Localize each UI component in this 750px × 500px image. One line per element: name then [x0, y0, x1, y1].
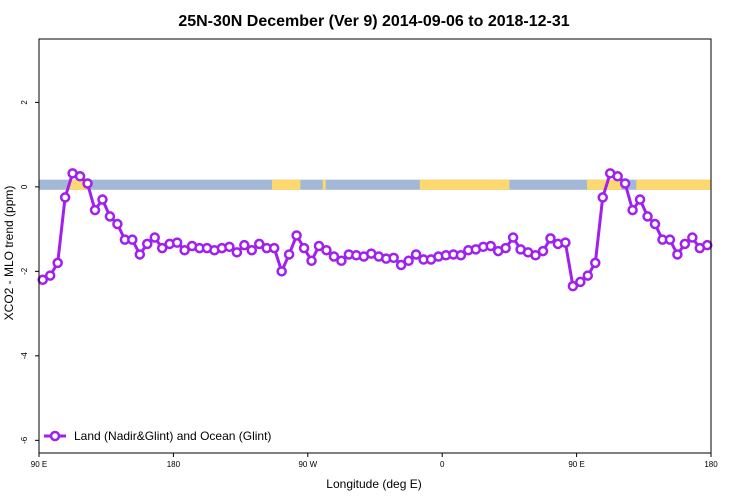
- land-segment: [636, 179, 711, 190]
- data-point: [582, 270, 594, 281]
- data-point: [403, 255, 414, 267]
- x-tick-label: 90 W: [298, 460, 317, 469]
- data-point: [254, 238, 265, 250]
- data-point: [395, 259, 407, 271]
- data-point: [410, 249, 422, 260]
- data-point: [276, 266, 287, 277]
- data-point: [127, 234, 138, 245]
- x-tick-labels: 90 E 180 90 W 0 90 E 180: [31, 460, 718, 469]
- data-point: [246, 244, 258, 256]
- data-point: [575, 276, 586, 288]
- y-tick-labels: 2 0 -2 -4 -6: [20, 100, 29, 444]
- y-axis-label: XCO2 - MLO trend (ppm): [2, 186, 16, 321]
- data-point: [59, 192, 71, 203]
- data-point: [156, 242, 168, 254]
- data-point: [612, 171, 623, 182]
- data-point: [231, 247, 243, 258]
- x-tick-label: 90 E: [568, 460, 584, 469]
- x-tick-label: 90 E: [31, 460, 47, 469]
- data-point: [82, 178, 93, 189]
- data-point: [171, 237, 183, 248]
- y-tick-label: 0: [20, 184, 29, 189]
- data-point: [291, 230, 302, 241]
- data-point: [97, 194, 108, 205]
- y-tick-label: -4: [20, 352, 29, 360]
- data-point: [44, 270, 56, 281]
- data-point: [642, 211, 653, 222]
- data-point: [328, 251, 340, 262]
- data-point: [672, 249, 683, 260]
- data-point: [664, 234, 676, 245]
- data-point: [500, 242, 511, 254]
- legend-marker: [49, 430, 61, 442]
- data-point: [560, 237, 571, 248]
- data-point: [134, 249, 146, 260]
- data-point: [590, 257, 601, 269]
- data-point: [313, 240, 325, 252]
- data-point: [597, 192, 608, 203]
- data-point: [321, 244, 332, 256]
- legend: Land (Nadir&Glint) and Ocean (Glint): [44, 429, 271, 443]
- data-point: [679, 238, 691, 250]
- data-point: [112, 218, 123, 230]
- data-point: [388, 252, 399, 264]
- data-point: [52, 257, 63, 269]
- data-point: [179, 244, 190, 256]
- land-segment: [68, 179, 87, 190]
- data-point: [687, 232, 698, 243]
- data-point: [619, 178, 631, 189]
- x-tick-label: 180: [704, 460, 718, 469]
- x-axis-label: Longitude (deg E): [326, 477, 421, 491]
- y-tick-label: -2: [20, 267, 29, 275]
- data-point: [537, 245, 549, 257]
- axis-ticks: [35, 101, 712, 457]
- data-point: [74, 171, 86, 182]
- x-tick-label: 0: [440, 460, 445, 469]
- data-point: [649, 218, 661, 230]
- series-points: [37, 168, 713, 292]
- chart-title: 25N-30N December (Ver 9) 2014-09-06 to 2…: [178, 13, 569, 30]
- data-point: [545, 233, 556, 244]
- surface-band: [39, 179, 711, 190]
- data-point: [283, 249, 295, 260]
- data-point: [336, 255, 347, 267]
- ocean-band: [39, 179, 711, 190]
- data-point: [702, 239, 713, 251]
- y-tick-label: 2: [20, 100, 29, 105]
- land-segment: [587, 179, 622, 190]
- series-line: [41, 171, 708, 288]
- data-point: [298, 242, 310, 254]
- data-point: [268, 242, 280, 254]
- data-point: [567, 280, 579, 292]
- data-point: [224, 241, 235, 253]
- data-point: [530, 250, 541, 261]
- data-point: [142, 238, 153, 250]
- plot-frame: [38, 38, 712, 454]
- data-point: [634, 194, 646, 205]
- data-point: [455, 250, 467, 261]
- data-point: [627, 204, 638, 216]
- data-point: [507, 232, 519, 243]
- legend-label: Land (Nadir&Glint) and Ocean (Glint): [74, 429, 271, 443]
- data-point: [485, 240, 496, 252]
- x-tick-label: 180: [167, 460, 181, 469]
- land-segment: [322, 179, 326, 190]
- data-point: [149, 232, 160, 243]
- data-point: [239, 239, 250, 251]
- data-point: [89, 204, 101, 216]
- data-point: [306, 255, 317, 267]
- land-segment: [271, 179, 301, 190]
- y-tick-label: -6: [20, 436, 29, 444]
- data-point: [104, 211, 116, 222]
- land-segment: [419, 179, 510, 190]
